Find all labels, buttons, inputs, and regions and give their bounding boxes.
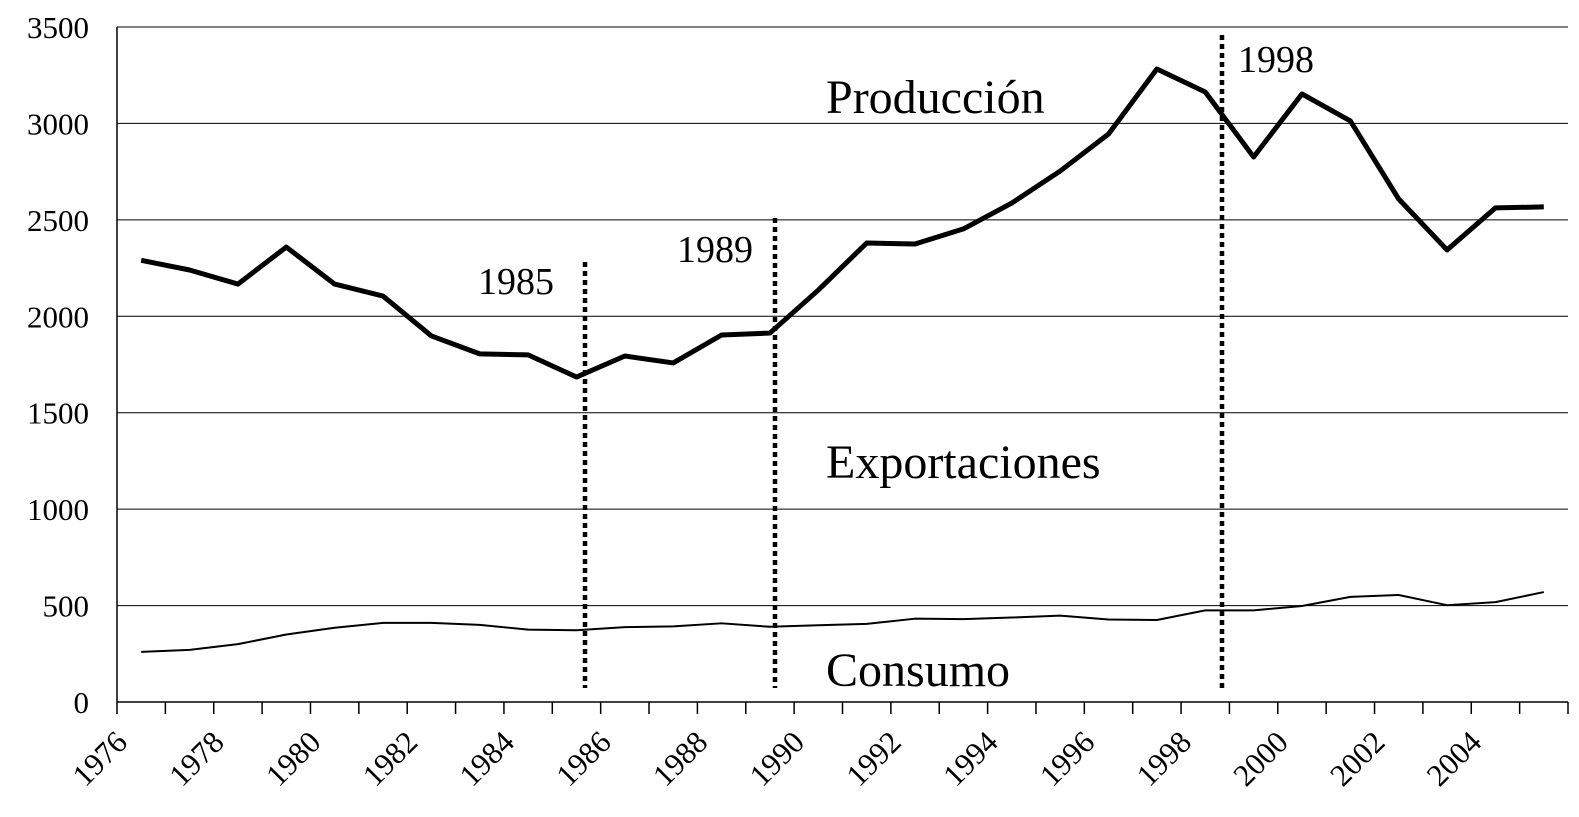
x-tick-label: 2004 bbox=[1420, 724, 1489, 793]
x-tick-label: 1978 bbox=[162, 724, 231, 793]
y-tick-label: 2000 bbox=[27, 299, 89, 334]
x-tick-label: 1986 bbox=[549, 724, 618, 793]
annotation: Producción bbox=[826, 71, 1045, 124]
annotation: 1985 bbox=[478, 261, 554, 303]
annotation: 1998 bbox=[1238, 39, 1314, 81]
x-tick-label: 1976 bbox=[65, 724, 134, 793]
x-tick-label: 1992 bbox=[839, 724, 908, 793]
y-tick-label: 0 bbox=[74, 685, 90, 720]
y-tick-label: 2500 bbox=[27, 203, 89, 238]
y-tick-label: 3000 bbox=[27, 106, 89, 141]
series-line bbox=[140, 66, 1544, 380]
x-tick-label: 1990 bbox=[742, 724, 811, 793]
x-tick-label: 1982 bbox=[356, 724, 425, 793]
annotation: Exportaciones bbox=[826, 436, 1101, 489]
y-tick-label: 500 bbox=[43, 589, 90, 624]
annotation: Consumo bbox=[826, 644, 1010, 697]
x-tick-label: 1988 bbox=[646, 724, 715, 793]
y-tick-label: 1000 bbox=[27, 492, 89, 527]
x-tick-label: 2000 bbox=[1226, 724, 1295, 793]
x-tick-label: 1998 bbox=[1129, 724, 1198, 793]
x-tick-label: 1984 bbox=[452, 724, 521, 793]
series-line bbox=[141, 591, 1545, 653]
x-tick-label: 1980 bbox=[259, 724, 328, 793]
x-tick-label: 1994 bbox=[936, 724, 1005, 793]
x-tick-label: 2002 bbox=[1323, 724, 1392, 793]
y-tick-label: 3500 bbox=[27, 10, 89, 45]
x-tick-label: 1996 bbox=[1033, 724, 1102, 793]
y-tick-label: 1500 bbox=[27, 396, 89, 431]
annotation: 1989 bbox=[677, 229, 753, 271]
